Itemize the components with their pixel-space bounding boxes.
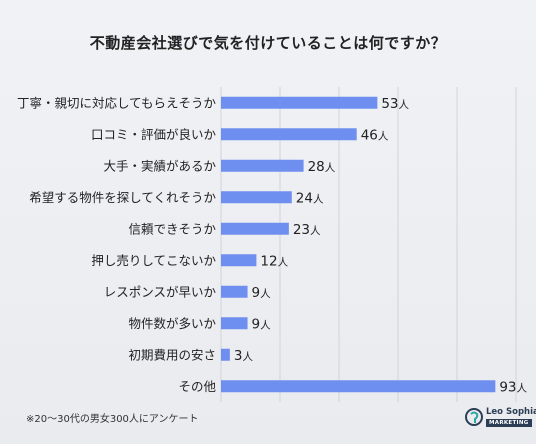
category-label: 押し売りしてこないか xyxy=(91,253,216,268)
value-label: 12人 xyxy=(260,253,288,269)
logo-name: Leo Sophia xyxy=(486,407,536,417)
bar xyxy=(221,380,495,392)
footnote: ※20～30代の男女300人にアンケート xyxy=(26,410,199,425)
value-label: 93人 xyxy=(499,379,527,395)
bar xyxy=(221,160,304,172)
category-label: 信頼できそうか xyxy=(128,221,216,236)
value-label: 28人 xyxy=(308,159,336,175)
brand-logo: Leo Sophia MARKETING xyxy=(465,406,529,432)
category-label: 丁寧・親切に対応してもらえそうか xyxy=(17,95,217,110)
bar xyxy=(221,191,292,203)
bar xyxy=(221,286,248,298)
bar xyxy=(221,223,289,235)
value-label: 53人 xyxy=(381,96,409,112)
value-label: 23人 xyxy=(293,222,321,238)
logo-tag: MARKETING xyxy=(486,419,532,427)
bar xyxy=(221,97,377,109)
bar xyxy=(221,254,256,266)
category-label: 希望する物件を探してくれそうか xyxy=(29,190,216,205)
category-label: 物件数が多いか xyxy=(128,316,216,331)
category-label: 大手・実績があるか xyxy=(103,158,216,173)
bar xyxy=(221,128,357,140)
bar xyxy=(221,349,230,361)
category-label: 初期費用の安さ xyxy=(128,347,216,362)
category-label: 口コミ・評価が良いか xyxy=(91,127,217,142)
value-label: 3人 xyxy=(234,348,254,364)
value-label: 24人 xyxy=(296,190,324,206)
leo-sophia-logo-icon xyxy=(465,408,483,428)
value-label: 46人 xyxy=(361,127,389,143)
value-label: 9人 xyxy=(252,316,272,332)
category-label: その他 xyxy=(178,379,216,394)
category-label: レスポンスが早いか xyxy=(104,284,217,299)
value-label: 9人 xyxy=(252,285,272,301)
bar xyxy=(221,317,248,329)
